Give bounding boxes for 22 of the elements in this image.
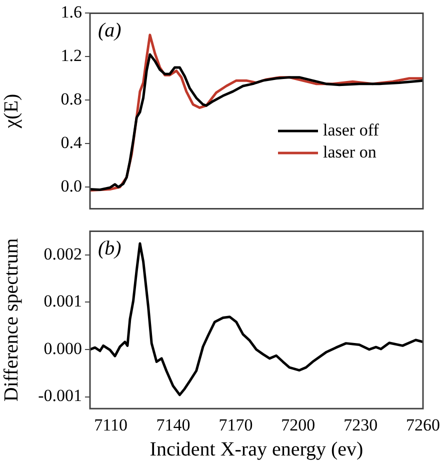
y-tick-label: 0.000 <box>44 338 82 358</box>
y-axis-title: χ(E) <box>0 94 22 130</box>
x-tick-label: 7230 <box>344 415 378 434</box>
y-tick-label: 1.2 <box>60 46 82 66</box>
y-tick-label: 0.8 <box>60 90 82 109</box>
legend-label: laser on <box>323 142 377 162</box>
x-tick-label: 7140 <box>156 415 190 434</box>
y-tick-label: 0.002 <box>44 244 82 264</box>
legend-label: laser off <box>323 120 380 140</box>
y-tick-label: -0.001 <box>38 386 82 406</box>
x-tick-label: 7110 <box>94 415 128 434</box>
x-tick-label: 7260 <box>406 415 440 434</box>
x-tick-label: 7170 <box>218 415 253 434</box>
annotation: (a) <box>98 19 122 42</box>
x-tick-label: 7200 <box>281 415 316 434</box>
y-tick-label: 1.6 <box>60 2 82 22</box>
x-axis-title: Incident X-ray energy (ev) <box>150 438 364 460</box>
y-tick-label: 0.0 <box>60 176 82 196</box>
y-tick-label: 0.001 <box>44 292 82 311</box>
annotation: (b) <box>98 237 122 260</box>
y-axis-title: Difference spectrum <box>0 238 22 402</box>
y-tick-label: 0.4 <box>60 133 82 152</box>
